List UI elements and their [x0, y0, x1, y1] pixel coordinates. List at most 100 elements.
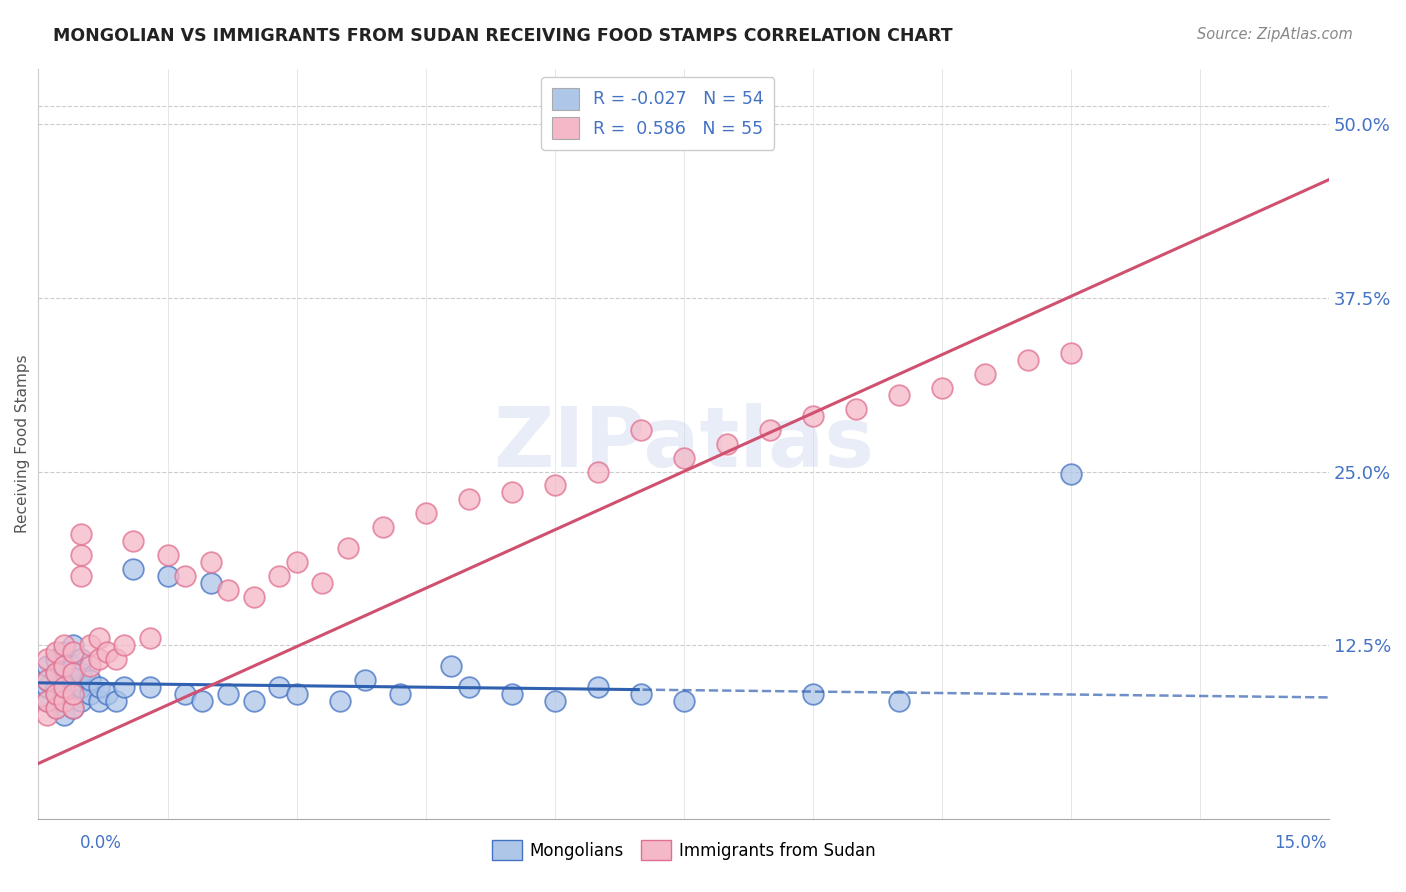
- Point: [96, 645, 118, 659]
- Point: [973, 368, 995, 382]
- Point: [586, 465, 609, 479]
- Point: [501, 485, 523, 500]
- Point: [242, 694, 264, 708]
- Point: [53, 707, 76, 722]
- Point: [337, 541, 360, 555]
- Point: [672, 450, 695, 465]
- Point: [114, 680, 136, 694]
- Point: [62, 673, 84, 687]
- Point: [173, 687, 195, 701]
- Point: [242, 590, 264, 604]
- Point: [1060, 467, 1083, 482]
- Point: [35, 680, 58, 694]
- Point: [114, 638, 136, 652]
- Point: [70, 694, 93, 708]
- Point: [845, 402, 868, 417]
- Point: [191, 694, 214, 708]
- Point: [62, 659, 84, 673]
- Point: [53, 680, 76, 694]
- Point: [62, 687, 84, 701]
- Point: [156, 548, 179, 562]
- Point: [371, 520, 394, 534]
- Point: [53, 694, 76, 708]
- Point: [70, 527, 93, 541]
- Point: [699, 131, 721, 145]
- Point: [35, 707, 58, 722]
- Point: [45, 687, 67, 701]
- Point: [139, 632, 162, 646]
- Point: [156, 569, 179, 583]
- Point: [887, 694, 910, 708]
- Point: [200, 575, 222, 590]
- Point: [79, 638, 101, 652]
- Point: [122, 562, 145, 576]
- Point: [70, 666, 93, 681]
- Point: [53, 659, 76, 673]
- Point: [217, 582, 239, 597]
- Point: [62, 645, 84, 659]
- Point: [45, 701, 67, 715]
- Text: 15.0%: 15.0%: [1274, 834, 1327, 852]
- Point: [217, 687, 239, 701]
- Point: [139, 680, 162, 694]
- Point: [53, 659, 76, 673]
- Point: [53, 673, 76, 687]
- Point: [122, 534, 145, 549]
- Y-axis label: Receiving Food Stamps: Receiving Food Stamps: [15, 354, 30, 533]
- Point: [269, 569, 291, 583]
- Point: [45, 680, 67, 694]
- Point: [62, 701, 84, 715]
- Point: [35, 659, 58, 673]
- Point: [586, 680, 609, 694]
- Point: [45, 687, 67, 701]
- Point: [96, 687, 118, 701]
- Point: [53, 638, 76, 652]
- Point: [45, 652, 67, 666]
- Point: [87, 680, 110, 694]
- Point: [62, 701, 84, 715]
- Point: [1060, 346, 1083, 360]
- Point: [35, 694, 58, 708]
- Point: [35, 673, 58, 687]
- Point: [440, 659, 463, 673]
- Point: [173, 569, 195, 583]
- Point: [45, 666, 67, 681]
- Point: [87, 652, 110, 666]
- Point: [62, 687, 84, 701]
- Point: [415, 506, 437, 520]
- Point: [388, 687, 411, 701]
- Point: [53, 694, 76, 708]
- Point: [931, 381, 953, 395]
- Point: [70, 569, 93, 583]
- Point: [45, 701, 67, 715]
- Point: [53, 645, 76, 659]
- Point: [70, 680, 93, 694]
- Point: [87, 632, 110, 646]
- Point: [543, 694, 565, 708]
- Point: [70, 548, 93, 562]
- Point: [45, 666, 67, 681]
- Point: [200, 555, 222, 569]
- Point: [104, 652, 127, 666]
- Point: [53, 687, 76, 701]
- Point: [758, 423, 780, 437]
- Point: [45, 645, 67, 659]
- Point: [35, 652, 58, 666]
- Legend: R = -0.027   N = 54, R =  0.586   N = 55: R = -0.027 N = 54, R = 0.586 N = 55: [541, 78, 775, 150]
- Point: [79, 673, 101, 687]
- Text: 0.0%: 0.0%: [80, 834, 122, 852]
- Point: [801, 409, 824, 423]
- Point: [457, 492, 479, 507]
- Point: [70, 652, 93, 666]
- Point: [887, 388, 910, 402]
- Text: MONGOLIAN VS IMMIGRANTS FROM SUDAN RECEIVING FOOD STAMPS CORRELATION CHART: MONGOLIAN VS IMMIGRANTS FROM SUDAN RECEI…: [53, 27, 953, 45]
- Point: [104, 694, 127, 708]
- Point: [311, 575, 333, 590]
- Point: [79, 659, 101, 673]
- Text: Source: ZipAtlas.com: Source: ZipAtlas.com: [1197, 27, 1353, 42]
- Point: [62, 638, 84, 652]
- Point: [35, 673, 58, 687]
- Point: [285, 687, 308, 701]
- Point: [672, 694, 695, 708]
- Point: [716, 436, 738, 450]
